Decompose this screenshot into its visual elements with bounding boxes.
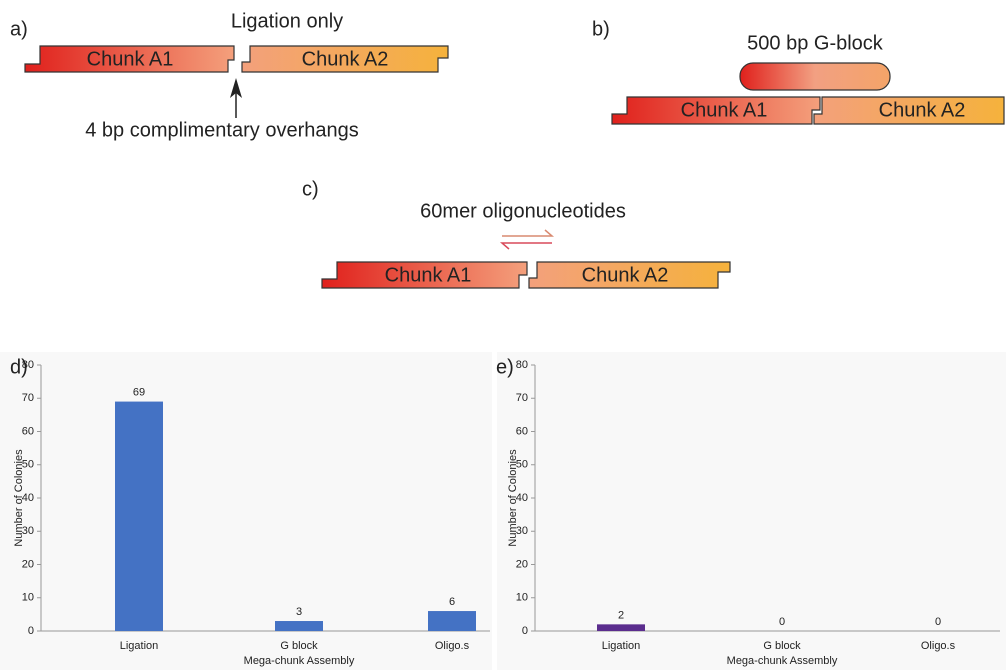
value-label: 2 — [618, 609, 624, 621]
chunk-shape — [611, 96, 821, 125]
x-tick-label: Ligation — [120, 640, 159, 652]
chunk-label: Chunk A1 — [681, 99, 768, 121]
y-tick-label: 20 — [516, 558, 528, 570]
panel-title: 500 bp G-block — [747, 32, 884, 54]
value-label: 3 — [296, 606, 302, 618]
chunk-shape — [813, 96, 1005, 125]
panel-label: c) — [302, 178, 319, 200]
panel-label: a) — [10, 18, 28, 40]
chunk-label: Chunk A2 — [302, 48, 389, 70]
panel-label: b) — [592, 18, 610, 40]
chunk-shape — [528, 261, 731, 289]
annotation: 4 bp complimentary overhangs — [85, 119, 358, 141]
chunk-label: Chunk A1 — [87, 48, 174, 70]
oligo-arrow — [499, 242, 552, 250]
y-tick-label: 10 — [516, 592, 528, 604]
x-axis-label: Mega-chunk Assembly — [244, 655, 355, 667]
y-tick-label: 20 — [22, 558, 34, 570]
panel-label: d) — [10, 356, 28, 378]
y-tick-label: 30 — [22, 525, 34, 537]
chunk-shape — [321, 261, 528, 289]
x-tick-label: Ligation — [602, 640, 641, 652]
y-tick-label: 10 — [22, 592, 34, 604]
y-tick-label: 30 — [516, 525, 528, 537]
y-tick-label: 80 — [22, 359, 34, 371]
y-tick-label: 80 — [516, 359, 528, 371]
chunk-shape — [24, 45, 235, 73]
bar — [115, 401, 163, 631]
y-tick-label: 40 — [22, 492, 34, 504]
chunk-label: Chunk A2 — [879, 99, 966, 121]
value-label: 69 — [133, 386, 145, 398]
bar — [597, 624, 645, 631]
y-tick-label: 50 — [516, 459, 528, 471]
x-tick-label: G block — [763, 640, 801, 652]
chunk-shape — [241, 45, 449, 73]
panel-title: Ligation only — [231, 10, 343, 32]
panel-title: 60mer oligonucleotides — [420, 200, 626, 222]
chunk-label: Chunk A1 — [385, 264, 472, 286]
bar — [275, 621, 323, 631]
x-axis-label: Mega-chunk Assembly — [727, 655, 838, 667]
y-axis-label: Number of Colonies — [13, 449, 25, 547]
g-block — [739, 62, 891, 91]
chart-background — [497, 352, 1006, 670]
y-tick-label: 60 — [22, 425, 34, 437]
y-tick-label: 40 — [516, 492, 528, 504]
y-tick-label: 0 — [522, 625, 528, 637]
y-tick-label: 50 — [22, 459, 34, 471]
chunk-label: Chunk A2 — [582, 264, 669, 286]
x-tick-label: Oligo.s — [921, 640, 956, 652]
y-tick-label: 0 — [28, 625, 34, 637]
y-axis-label: Number of Colonies — [507, 449, 519, 547]
value-label: 6 — [449, 596, 455, 608]
x-tick-label: G block — [280, 640, 318, 652]
oligo-arrow — [502, 229, 555, 237]
value-label: 0 — [779, 616, 785, 628]
y-tick-label: 70 — [22, 392, 34, 404]
arrow-head — [230, 78, 242, 98]
bar — [428, 611, 476, 631]
x-tick-label: Oligo.s — [435, 640, 470, 652]
panel-label: e) — [496, 356, 514, 378]
chart-background — [0, 352, 492, 670]
y-tick-label: 70 — [516, 392, 528, 404]
y-tick-label: 60 — [516, 425, 528, 437]
value-label: 0 — [935, 616, 941, 628]
